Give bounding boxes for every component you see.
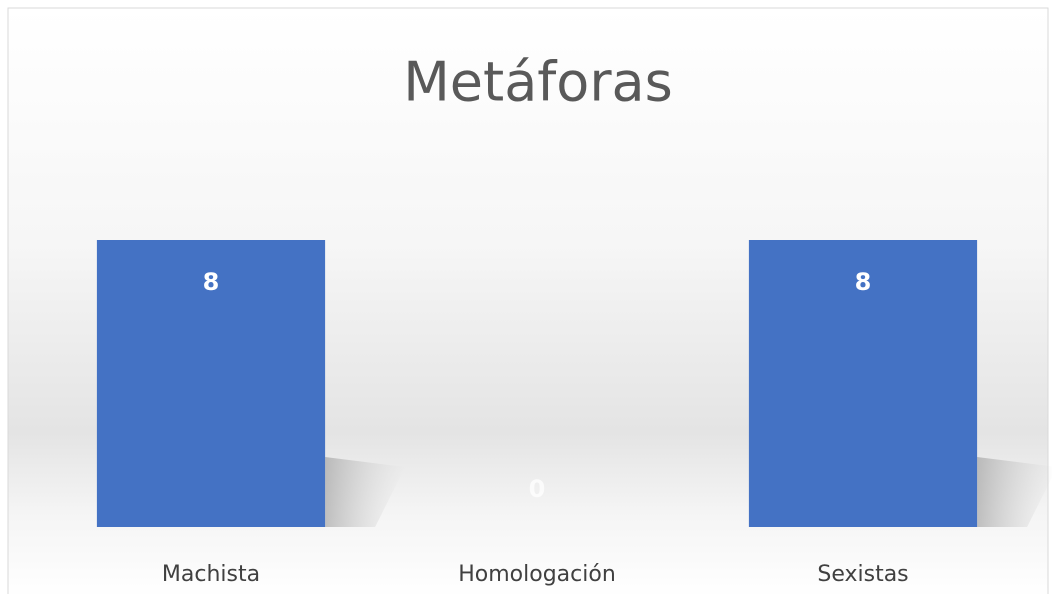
x-tick-label: Homologación <box>458 562 616 587</box>
bar-shadow <box>977 457 1052 527</box>
bar <box>96 240 326 527</box>
data-label: 0 <box>529 475 546 503</box>
data-label: 8 <box>855 268 872 296</box>
x-tick-label: Sexistas <box>817 562 908 587</box>
bar <box>748 240 978 527</box>
x-tick-label: Machista <box>162 562 260 587</box>
chart-title: Metáforas <box>403 51 673 114</box>
bar-shadow <box>325 457 406 527</box>
data-label: 8 <box>203 268 220 296</box>
